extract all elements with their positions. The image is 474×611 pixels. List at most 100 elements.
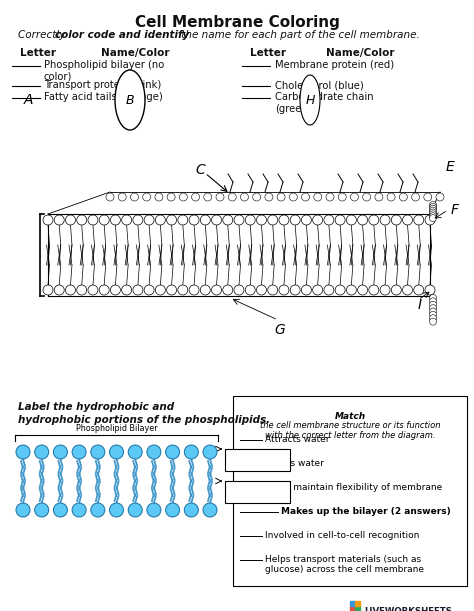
Circle shape: [72, 445, 86, 459]
Circle shape: [184, 503, 198, 517]
Circle shape: [363, 193, 371, 201]
Circle shape: [201, 285, 210, 295]
Text: Phospholipid Bilayer: Phospholipid Bilayer: [76, 424, 157, 433]
Text: the cell membrane structure or its function
with the correct letter from the dia: the cell membrane structure or its funct…: [260, 421, 440, 441]
Circle shape: [324, 285, 334, 295]
Text: Helps transport materials (such as
glucose) across the cell membrane: Helps transport materials (such as gluco…: [265, 555, 424, 574]
Text: Name/Color: Name/Color: [326, 48, 394, 58]
Circle shape: [268, 285, 278, 295]
Circle shape: [245, 215, 255, 225]
Circle shape: [223, 215, 233, 225]
Circle shape: [375, 193, 383, 201]
Circle shape: [228, 193, 236, 201]
Circle shape: [72, 503, 86, 517]
Circle shape: [99, 215, 109, 225]
Text: Cell Membrane Coloring: Cell Membrane Coloring: [135, 15, 339, 30]
Text: A: A: [23, 93, 33, 107]
Circle shape: [191, 193, 200, 201]
Circle shape: [91, 503, 105, 517]
Text: Correctly: Correctly: [18, 30, 69, 40]
Ellipse shape: [115, 70, 145, 130]
Circle shape: [436, 193, 444, 201]
Text: Fatty acid tails (orange): Fatty acid tails (orange): [44, 92, 163, 102]
Circle shape: [429, 308, 437, 315]
Circle shape: [414, 215, 424, 225]
Circle shape: [313, 215, 323, 225]
Circle shape: [277, 193, 285, 201]
Circle shape: [16, 503, 30, 517]
Circle shape: [429, 211, 437, 218]
Circle shape: [211, 285, 221, 295]
Circle shape: [203, 503, 217, 517]
Circle shape: [411, 193, 419, 201]
Circle shape: [133, 285, 143, 295]
Text: H: H: [305, 93, 315, 106]
Circle shape: [128, 503, 142, 517]
Circle shape: [429, 318, 437, 325]
Circle shape: [369, 215, 379, 225]
Circle shape: [234, 285, 244, 295]
Circle shape: [429, 214, 437, 222]
Circle shape: [279, 285, 289, 295]
Circle shape: [216, 193, 224, 201]
Circle shape: [429, 301, 437, 309]
Text: Match: Match: [335, 412, 365, 421]
Circle shape: [184, 445, 198, 459]
Text: Cholesterol (blue): Cholesterol (blue): [275, 80, 364, 90]
Circle shape: [429, 213, 437, 220]
Circle shape: [429, 305, 437, 312]
Circle shape: [122, 215, 132, 225]
Bar: [350, 606, 355, 611]
Circle shape: [346, 285, 356, 295]
Circle shape: [301, 285, 311, 295]
Text: the name for each part of the cell membrane.: the name for each part of the cell membr…: [178, 30, 420, 40]
Circle shape: [144, 285, 154, 295]
Circle shape: [429, 312, 437, 318]
Text: Name/Color: Name/Color: [101, 48, 169, 58]
Bar: [350, 601, 355, 606]
Text: LIVEWORKSHEETS: LIVEWORKSHEETS: [364, 607, 452, 611]
Circle shape: [43, 215, 53, 225]
Circle shape: [178, 285, 188, 295]
Circle shape: [122, 285, 132, 295]
Circle shape: [106, 193, 114, 201]
Circle shape: [429, 315, 437, 322]
Circle shape: [223, 285, 233, 295]
Text: Label the hydrophobic and: Label the hydrophobic and: [18, 402, 174, 412]
Circle shape: [110, 215, 120, 225]
FancyBboxPatch shape: [233, 396, 467, 586]
Circle shape: [88, 285, 98, 295]
Text: Transport protein (pink): Transport protein (pink): [44, 80, 161, 90]
Circle shape: [429, 209, 437, 216]
Circle shape: [268, 215, 278, 225]
Circle shape: [279, 215, 289, 225]
Text: Letter: Letter: [20, 48, 56, 58]
Text: Attracts water: Attracts water: [265, 435, 329, 444]
Circle shape: [65, 215, 75, 225]
Circle shape: [77, 285, 87, 295]
Text: G: G: [274, 323, 285, 337]
Text: F: F: [451, 203, 459, 217]
Text: Makes up the bilayer (2 answers): Makes up the bilayer (2 answers): [281, 507, 451, 516]
Circle shape: [54, 503, 67, 517]
Text: C: C: [195, 163, 205, 177]
Circle shape: [313, 285, 323, 295]
Circle shape: [289, 193, 297, 201]
Circle shape: [179, 193, 187, 201]
Ellipse shape: [300, 75, 320, 125]
Circle shape: [357, 285, 368, 295]
Circle shape: [380, 215, 390, 225]
Bar: [355, 606, 360, 611]
Circle shape: [130, 193, 138, 201]
Text: Letter: Letter: [250, 48, 286, 58]
Text: Phospholipid bilayer (no
color): Phospholipid bilayer (no color): [44, 60, 164, 82]
Text: color code and identify: color code and identify: [55, 30, 189, 40]
Circle shape: [245, 285, 255, 295]
Circle shape: [392, 285, 401, 295]
Circle shape: [414, 285, 424, 295]
Circle shape: [109, 445, 124, 459]
Circle shape: [335, 215, 345, 225]
Circle shape: [166, 215, 177, 225]
Circle shape: [99, 285, 109, 295]
Circle shape: [350, 193, 358, 201]
